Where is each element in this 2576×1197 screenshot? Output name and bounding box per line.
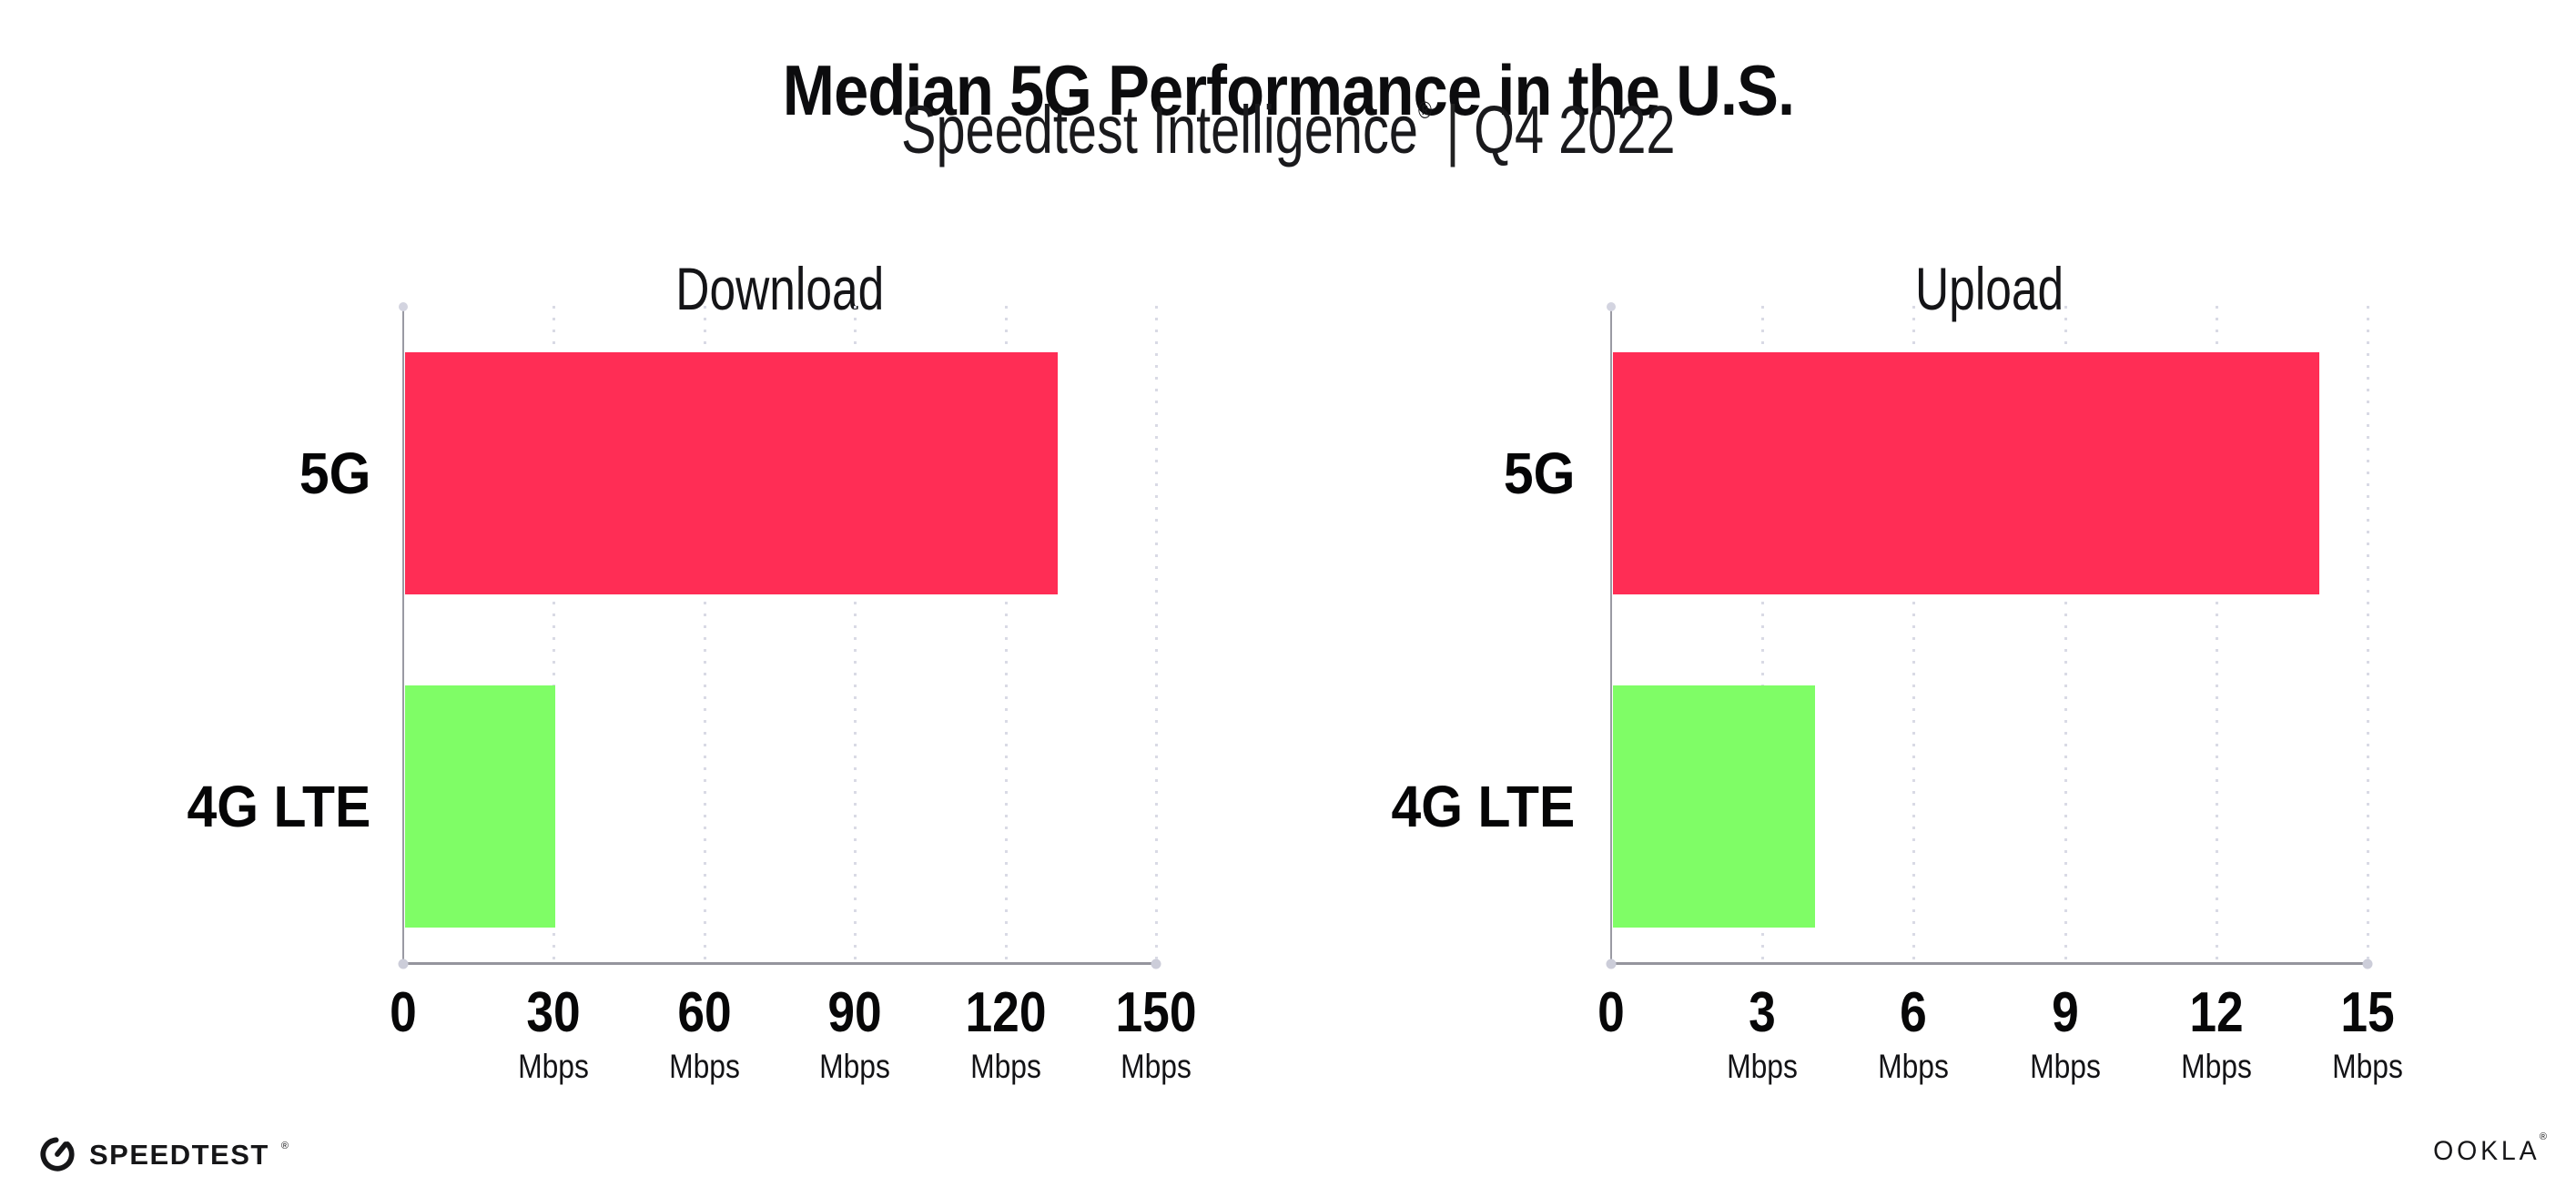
speedtest-wordmark: SPEEDTEST <box>89 1138 269 1171</box>
speedtest-logo: SPEEDTEST ® <box>36 1130 289 1179</box>
x-tick-unit: Mbps <box>819 1048 891 1085</box>
speedtest-trademark: ® <box>280 1141 289 1151</box>
x-tick-value: 0 <box>1597 981 1625 1044</box>
x-tick-unit: Mbps <box>2029 1048 2101 1085</box>
download-plot-area <box>398 302 1161 969</box>
page-subtitle: Speedtest Intelligence® | Q4 2022 <box>0 91 2576 168</box>
x-tick-unit: Mbps <box>1121 1048 1192 1085</box>
gridline-9 <box>2064 306 2067 963</box>
x-tick-0: 0 <box>390 985 417 1041</box>
gridline-60 <box>703 306 706 963</box>
x-tick-15: 15 Mbps <box>2332 981 2403 1085</box>
page-title: Median 5G Performance in the U.S. <box>782 50 1794 131</box>
x-tick-90: 90 Mbps <box>819 981 891 1085</box>
ookla-trademark: ® <box>2539 1131 2551 1142</box>
x-tick-value: 150 <box>1115 981 1197 1044</box>
y-axis-line <box>1607 302 1616 963</box>
y-axis-line <box>399 302 408 963</box>
bar-4g-lte <box>405 685 556 928</box>
x-tick-150: 150 Mbps <box>1115 981 1197 1085</box>
x-tick-value: 9 <box>2051 981 2079 1044</box>
gridline-3 <box>1761 306 1765 963</box>
x-axis-start-dot <box>398 959 409 969</box>
x-tick-3: 3 Mbps <box>1727 981 1799 1085</box>
x-axis-end-dot <box>1151 959 1161 969</box>
x-tick-unit: Mbps <box>2332 1048 2403 1085</box>
gridline-120 <box>1004 306 1008 963</box>
y-axis-end-dot <box>399 302 408 311</box>
x-axis-line <box>1606 959 2373 969</box>
x-tick-60: 60 Mbps <box>668 981 740 1085</box>
x-tick-12: 12 Mbps <box>2180 981 2252 1085</box>
x-tick-6: 6 Mbps <box>1878 981 1950 1085</box>
upload-x-axis-labels: 0 3 Mbps 6 Mbps 9 Mbps 12 Mbps 15 Mbps <box>1597 981 2403 1149</box>
upload-category-axis: 5G 4G LTE <box>1295 306 1575 963</box>
category-label-5g: 5G <box>1503 441 1575 507</box>
x-tick-unit: Mbps <box>668 1048 740 1085</box>
x-tick-value: 0 <box>390 981 417 1044</box>
x-tick-value: 12 <box>2189 981 2244 1044</box>
category-label-4g-lte: 4G LTE <box>1391 774 1575 840</box>
x-tick-unit: Mbps <box>1727 1048 1799 1085</box>
bar-5g <box>1613 352 2319 594</box>
x-axis-line <box>398 959 1161 969</box>
gridline-12 <box>2215 306 2218 963</box>
ookla-wordmark: OOKLA <box>2432 1136 2540 1166</box>
x-tick-value: 90 <box>827 981 882 1044</box>
registered-mark: ® <box>1417 96 1432 124</box>
gridline-90 <box>854 306 857 963</box>
gridline-30 <box>553 306 556 963</box>
gridline-6 <box>1912 306 1916 963</box>
x-tick-unit: Mbps <box>1878 1048 1950 1085</box>
category-label-4g-lte: 4G LTE <box>187 774 370 840</box>
category-label-5g: 5G <box>299 441 370 507</box>
subtitle-separator: | <box>1445 92 1460 167</box>
x-axis-end-dot <box>2362 959 2373 969</box>
download-category-axis: 5G 4G LTE <box>91 306 370 963</box>
x-tick-unit: Mbps <box>969 1048 1041 1085</box>
subtitle-period: Q4 2022 <box>1473 92 1676 167</box>
download-x-axis-labels: 0 30 Mbps 60 Mbps 90 Mbps 120 Mbps 150 Mbps <box>390 981 1196 1149</box>
y-axis-end-dot <box>1607 302 1616 311</box>
ookla-logo: OOKLA® <box>2428 1132 2551 1166</box>
x-tick-value: 15 <box>2340 981 2395 1044</box>
upload-chart-title: Upload <box>1914 254 2064 322</box>
x-tick-value: 120 <box>965 981 1047 1044</box>
download-chart-title: Download <box>675 254 884 322</box>
bar-4g-lte <box>1613 685 1815 928</box>
x-tick-unit: Mbps <box>518 1048 590 1085</box>
x-tick-value: 60 <box>677 981 732 1044</box>
gridline-15 <box>2367 306 2369 963</box>
x-tick-9: 9 Mbps <box>2029 981 2101 1085</box>
x-tick-30: 30 Mbps <box>518 981 590 1085</box>
x-tick-120: 120 Mbps <box>965 981 1047 1085</box>
x-tick-value: 6 <box>1900 981 1928 1044</box>
speedtest-gauge-icon <box>40 1137 75 1172</box>
x-tick-unit: Mbps <box>2180 1048 2252 1085</box>
gridline-150 <box>1155 306 1158 963</box>
x-tick-value: 30 <box>526 981 582 1044</box>
x-axis-start-dot <box>1606 959 1617 969</box>
bar-5g <box>405 352 1058 594</box>
x-tick-value: 3 <box>1749 981 1777 1044</box>
subtitle-brand: Speedtest Intelligence <box>900 92 1418 167</box>
upload-plot-area <box>1606 302 2373 969</box>
x-tick-0: 0 <box>1597 985 1625 1041</box>
